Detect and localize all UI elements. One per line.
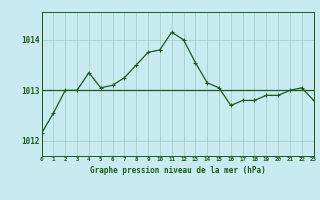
X-axis label: Graphe pression niveau de la mer (hPa): Graphe pression niveau de la mer (hPa) [90,166,266,175]
